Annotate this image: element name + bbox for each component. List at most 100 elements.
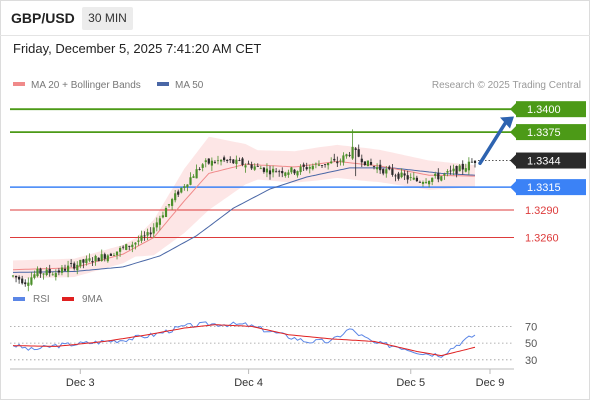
candle-body — [397, 173, 400, 179]
candle-body — [421, 182, 425, 184]
candle-body — [11, 275, 15, 277]
forecast-arrow-head — [500, 116, 514, 129]
candle-body — [186, 184, 189, 188]
candle-body — [88, 258, 91, 261]
level-tag-1-3400 — [516, 101, 586, 118]
candle-body — [192, 176, 195, 178]
candle-body — [351, 146, 354, 159]
candle-body — [174, 193, 177, 201]
candle-body — [235, 159, 238, 164]
candle-body — [106, 255, 109, 262]
candle-body — [42, 273, 45, 275]
candle-body — [311, 165, 314, 170]
candle-body — [161, 215, 164, 218]
candle-body — [54, 273, 57, 277]
candle-body — [455, 166, 458, 174]
candle-body — [79, 259, 82, 267]
candle-body — [284, 172, 287, 176]
candle-body — [48, 269, 51, 274]
candle-body — [464, 168, 467, 172]
forecast-arrow-shaft — [478, 121, 507, 166]
rsi-line — [12, 321, 476, 358]
candle-body — [60, 267, 64, 273]
candle-body — [403, 173, 406, 176]
candle-body — [39, 268, 42, 274]
rsi-ma9-line — [12, 324, 476, 357]
candle-body — [259, 168, 262, 170]
candle-body — [324, 164, 327, 165]
candle-body — [290, 167, 293, 173]
candle-body — [97, 257, 100, 262]
candle-body — [470, 161, 473, 163]
level-label-1-3375: 1.3375 — [527, 127, 561, 139]
candle-body — [15, 275, 18, 278]
candle-body — [195, 169, 198, 179]
candle-body — [76, 264, 79, 271]
candle-body — [24, 282, 27, 285]
candle-body — [70, 263, 73, 264]
rsi-legend-swatch — [13, 297, 25, 301]
candle-body — [287, 172, 290, 175]
bollinger-band-area — [13, 136, 475, 279]
header-divider — [0, 35, 590, 36]
candle-body — [327, 162, 330, 166]
candle-body — [213, 161, 216, 163]
candle-body — [452, 168, 455, 172]
candle-body — [360, 158, 363, 163]
x-tick-label: Dec 5 — [396, 377, 425, 389]
candle-body — [183, 186, 186, 188]
candle-body — [216, 160, 220, 162]
candle-body — [299, 166, 302, 173]
level-tag-pointer-1-3375 — [510, 126, 516, 139]
candle-body — [51, 274, 54, 276]
candle-body — [36, 268, 39, 277]
candle-body — [229, 159, 232, 161]
level-tag-1-3344 — [516, 152, 586, 169]
candle-body — [431, 177, 434, 182]
candle-body — [85, 258, 88, 263]
candle-body — [226, 159, 229, 161]
candle-body — [256, 166, 259, 167]
candle-body — [220, 159, 223, 162]
candle-body — [275, 171, 278, 173]
rsi-tick-50: 50 — [525, 338, 537, 350]
level-label-1-3290: 1.3290 — [525, 205, 559, 217]
candle-body — [207, 158, 210, 164]
candle-body — [449, 170, 452, 172]
candle-body — [128, 245, 131, 247]
candle-body — [125, 244, 128, 250]
ma20-swatch — [13, 82, 25, 87]
candle-body — [314, 163, 317, 165]
legend-ma20: MA 20 + Bollinger Bands — [13, 80, 141, 91]
candle-body — [467, 161, 470, 171]
candle-body — [376, 167, 379, 170]
x-tick-label: Dec 4 — [234, 377, 263, 389]
timeframe-button[interactable]: 30 MIN — [82, 7, 133, 30]
candle-body — [369, 162, 373, 165]
candle-body — [238, 160, 241, 161]
ma50-line — [13, 167, 476, 273]
candle-body — [415, 177, 418, 182]
rsi-legend-label: RSI — [33, 294, 50, 305]
level-tag-pointer-1-3315 — [510, 181, 516, 194]
candle-body — [30, 277, 33, 285]
candle-body — [164, 208, 168, 217]
candle-body — [268, 170, 272, 175]
candle-body — [140, 235, 143, 241]
candle-body — [394, 175, 397, 177]
level-label-1-3315: 1.3315 — [527, 182, 561, 194]
ma20-line — [12, 160, 475, 271]
candle-body — [382, 169, 385, 174]
level-label-1-3260: 1.3260 — [525, 233, 559, 245]
candle-body — [424, 181, 428, 183]
candle-body — [171, 199, 174, 206]
level-tag-pointer-1-3400 — [510, 103, 516, 116]
candle-body — [131, 244, 134, 248]
candle-body — [82, 259, 85, 263]
candle-body — [247, 163, 250, 165]
candle-body — [103, 254, 106, 259]
research-credit: Research © 2025 Trading Central — [431, 80, 581, 91]
x-tick-label: Dec 3 — [66, 377, 95, 389]
candle-body — [115, 251, 119, 256]
candle-body — [27, 282, 30, 286]
